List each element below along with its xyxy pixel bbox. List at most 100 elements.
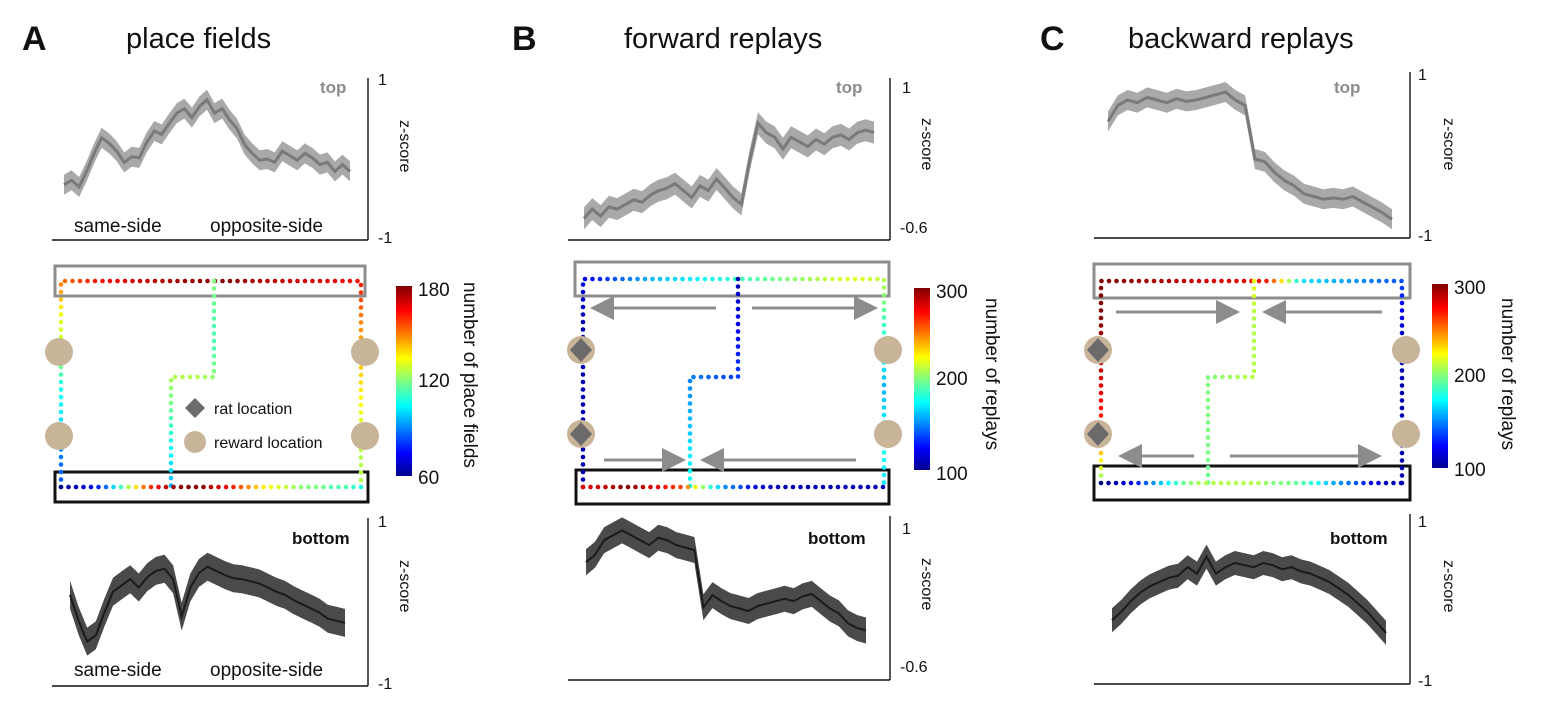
track-dot (745, 484, 751, 490)
track-dot (321, 484, 326, 490)
track-dot (1098, 375, 1104, 381)
track-dots (1098, 278, 1405, 486)
track-dot (1203, 480, 1209, 486)
track-dot (1166, 480, 1171, 486)
rat-marker (570, 338, 592, 362)
track-dot (358, 484, 364, 490)
track-dot (828, 484, 833, 490)
bottom-plot: bottom 1 -1 z-score same-side opposite-s… (52, 514, 413, 693)
track-dot (687, 393, 693, 399)
track-dot (580, 402, 586, 407)
track-dot (358, 282, 364, 288)
track-dot (1391, 480, 1396, 486)
track-dot (747, 276, 753, 282)
colorbar: 300 200 100 number of replays (914, 282, 1002, 485)
colorbar-min: 100 (1454, 460, 1486, 481)
track-dot (126, 484, 131, 490)
reward-marker (45, 422, 73, 450)
track-dot (168, 415, 174, 421)
track-dot (735, 351, 741, 357)
track-dot (168, 453, 174, 458)
track-dot (62, 278, 68, 284)
track-dot (1205, 420, 1211, 425)
track-dot (1205, 405, 1211, 410)
panel-letter: C (1040, 20, 1065, 58)
track-dot (687, 468, 693, 474)
top-track-box (1092, 262, 1412, 300)
track-dot (223, 484, 229, 490)
mean-curve (63, 97, 352, 190)
track-dot (1121, 278, 1127, 284)
track-dot (358, 372, 364, 378)
track-dot (291, 484, 296, 490)
track-dot (1251, 346, 1257, 351)
track-dot (302, 278, 308, 284)
track-dot (211, 301, 217, 306)
track-dot (358, 365, 364, 370)
track-dot (1286, 278, 1292, 284)
plot-tag: bottom (808, 529, 866, 548)
track-dot (620, 276, 625, 282)
colorbar-mid: 120 (418, 371, 450, 392)
track-dot (1205, 472, 1211, 478)
track-dot (1136, 278, 1142, 284)
track-dot (1205, 390, 1211, 395)
track-dot (830, 276, 835, 282)
confidence-band (586, 517, 866, 644)
track-dot (283, 484, 289, 490)
track-dot (1279, 278, 1284, 284)
track-dot (358, 477, 364, 483)
bottom-plot: bottom 1 -0.6 z-score (568, 516, 935, 681)
y-max-tick: 1 (902, 521, 911, 538)
track-dot (340, 278, 345, 284)
track-dot (182, 278, 188, 284)
track-dot (168, 438, 174, 443)
track-dot (280, 278, 285, 284)
track-dot (358, 402, 364, 408)
track-dot (873, 484, 878, 490)
track-dot (687, 431, 693, 436)
panel-title: backward replays (1128, 23, 1354, 55)
track-dot (881, 315, 887, 320)
track-dot (687, 408, 693, 414)
track-dot (1384, 278, 1389, 284)
track-dot (580, 462, 586, 467)
track-dot (1188, 480, 1194, 486)
track-dot (580, 477, 586, 482)
track-dot (66, 484, 71, 490)
track-dot (881, 330, 887, 335)
reward-location-legend: reward location (214, 435, 323, 452)
track-dot (85, 278, 90, 284)
track-dot (187, 374, 193, 380)
track-dot (276, 484, 281, 490)
track-dot (1242, 374, 1248, 380)
y-max-tick: 1 (902, 80, 911, 97)
track-dot (58, 409, 64, 415)
track-dot (58, 477, 64, 482)
track-dot (1251, 293, 1257, 299)
track-dot (58, 484, 64, 490)
track-dot (1251, 338, 1257, 344)
maze-map: rat location reward location (45, 264, 379, 504)
track-dot (627, 276, 633, 282)
reward-marker (874, 420, 902, 448)
track-dot (211, 353, 217, 359)
track-dot (1250, 374, 1255, 380)
track-dot (160, 278, 165, 284)
track-dot (58, 304, 64, 310)
track-dot (1256, 480, 1261, 486)
confidence-band (1108, 82, 1392, 230)
track-dot (580, 319, 586, 325)
maze-map (1084, 262, 1420, 502)
track-dot (1205, 457, 1211, 463)
track-dot (211, 368, 217, 374)
rat-location-legend: rat location (214, 401, 292, 418)
track-dot (845, 276, 850, 282)
track-dot (130, 278, 135, 284)
track-dot (77, 278, 83, 284)
track-dot (725, 276, 730, 282)
track-dot (351, 484, 356, 490)
track-dot (145, 278, 150, 284)
track-dot (687, 416, 693, 421)
